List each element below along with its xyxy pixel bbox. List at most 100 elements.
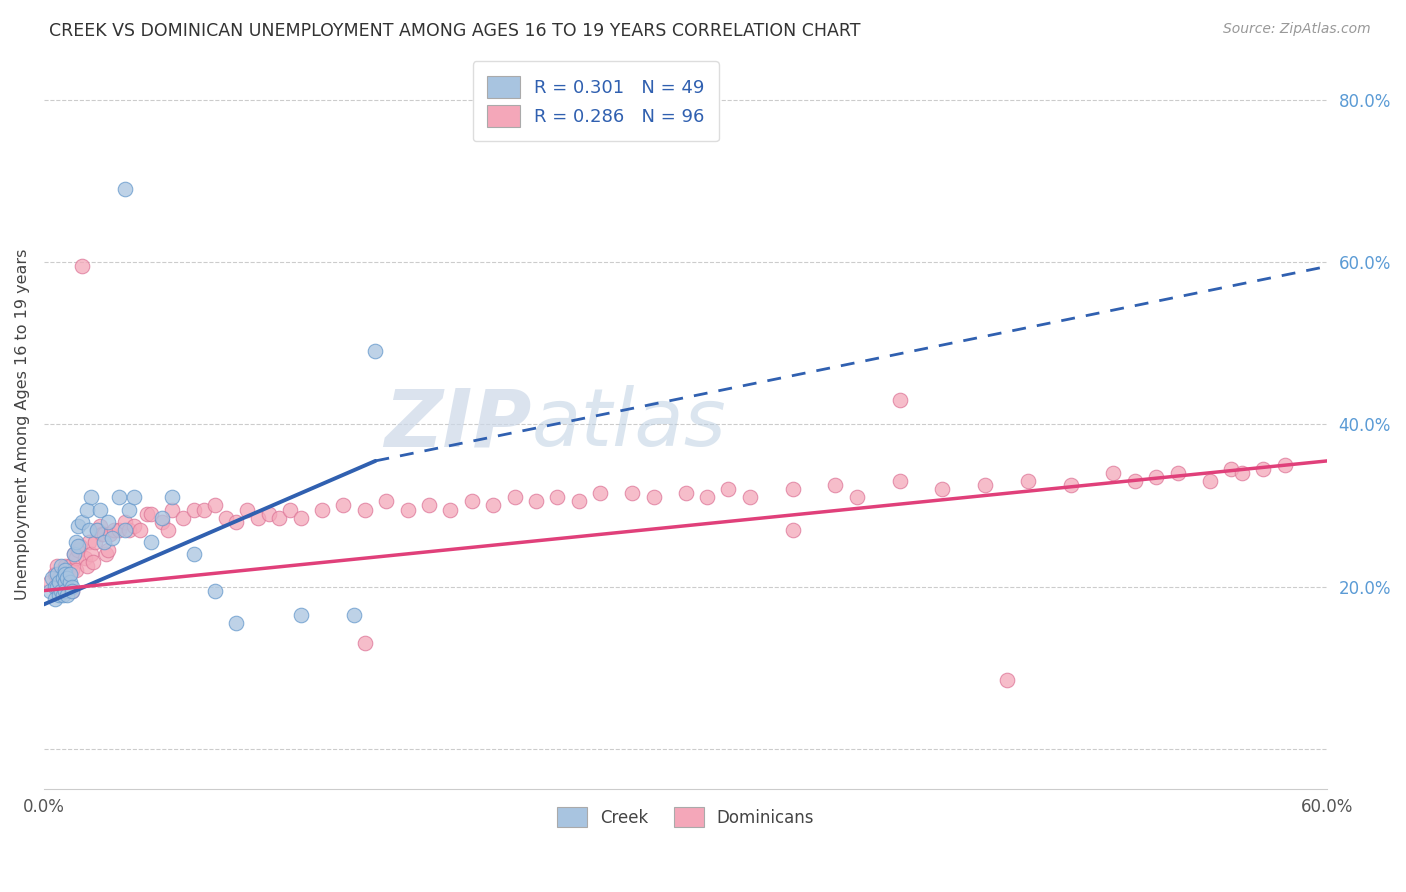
Point [82,555,104,569]
Point [364,344,387,359]
Point [86,523,108,537]
Point [76,559,98,574]
Point [122,518,145,533]
Point [236,502,259,516]
Point [53,559,76,574]
Point [65,535,87,549]
Point [332,499,354,513]
Point [396,502,419,516]
Point [974,478,997,492]
Point [56,571,79,585]
Point [139,507,162,521]
Point [589,486,612,500]
Point [1144,470,1167,484]
Point [717,483,740,497]
Point [215,510,238,524]
Point [353,636,375,650]
Point [45,567,67,582]
Point [48,575,70,590]
Point [107,491,129,505]
Point [135,507,157,521]
Point [44,591,66,606]
Point [1230,466,1253,480]
Point [150,515,173,529]
Point [53,571,76,585]
Point [49,580,72,594]
Point [53,575,76,590]
Point [503,491,526,505]
Point [48,571,70,585]
Point [44,567,66,582]
Point [439,502,461,516]
Point [118,502,141,516]
Point [1274,458,1296,472]
Point [60,583,83,598]
Text: CREEK VS DOMINICAN UNEMPLOYMENT AMONG AGES 16 TO 19 YEARS CORRELATION CHART: CREEK VS DOMINICAN UNEMPLOYMENT AMONG AG… [49,22,860,40]
Point [311,502,333,516]
Point [69,539,91,553]
Point [1102,466,1125,480]
Point [67,539,90,553]
Point [183,502,205,516]
Point [60,580,83,594]
Point [72,515,94,529]
Point [162,491,184,505]
Point [89,518,111,533]
Point [58,575,80,590]
Point [80,547,103,561]
Point [782,523,804,537]
Text: ZIP: ZIP [384,385,531,464]
Point [696,491,718,505]
Point [114,515,136,529]
Point [643,491,665,505]
Point [156,523,179,537]
Point [118,523,141,537]
Point [150,510,173,524]
Point [60,583,83,598]
Point [67,518,90,533]
Point [56,567,79,582]
Point [93,535,115,549]
Text: atlas: atlas [531,385,727,464]
Point [183,547,205,561]
Point [98,526,121,541]
Point [52,588,75,602]
Point [76,502,98,516]
Point [204,499,226,513]
Point [80,491,103,505]
Point [52,571,75,585]
Point [824,478,846,492]
Point [995,673,1018,687]
Point [49,583,72,598]
Point [1251,462,1274,476]
Point [246,510,269,524]
Point [49,583,72,598]
Point [65,563,87,577]
Point [84,535,107,549]
Point [60,563,83,577]
Point [58,559,80,574]
Point [114,523,136,537]
Point [1060,478,1083,492]
Point [53,563,76,577]
Point [49,559,72,574]
Point [97,543,120,558]
Point [482,499,505,513]
Point [90,526,112,541]
Point [1017,474,1039,488]
Point [56,588,79,602]
Point [375,494,398,508]
Point [1198,474,1220,488]
Point [101,531,124,545]
Point [889,474,911,488]
Point [129,523,152,537]
Point [44,580,66,594]
Point [63,547,86,561]
Point [139,535,162,549]
Point [103,523,125,537]
Point [63,547,86,561]
Point [782,483,804,497]
Point [568,494,591,508]
Point [67,543,90,558]
Point [97,515,120,529]
